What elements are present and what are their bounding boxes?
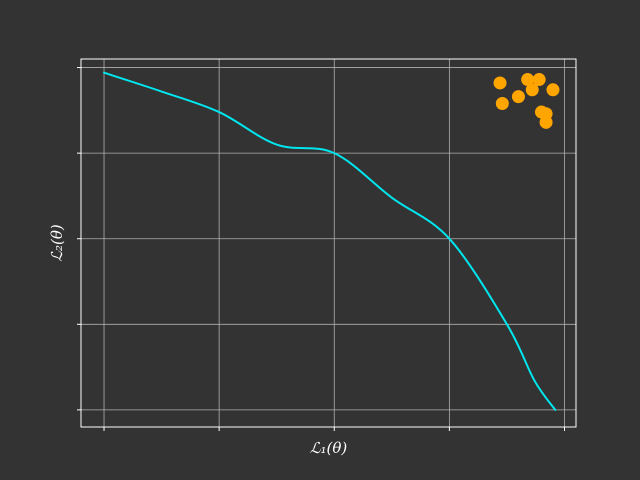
series <box>103 71 560 411</box>
scatter-point <box>521 73 535 87</box>
scatter-point <box>546 83 560 97</box>
scatter-point <box>525 83 539 97</box>
ticks <box>77 67 565 431</box>
grid <box>81 59 576 427</box>
y-axis-label: ℒ₂(θ) <box>48 224 66 262</box>
scatter-point <box>493 76 507 90</box>
scatter-point <box>511 90 525 104</box>
scatter-point <box>539 115 553 129</box>
scatter-point <box>495 97 509 111</box>
x-axis-label: ℒ₁(θ) <box>310 439 348 457</box>
pareto-front-line <box>103 71 557 411</box>
axes-frame <box>80 58 577 428</box>
scatter-point <box>532 73 546 87</box>
